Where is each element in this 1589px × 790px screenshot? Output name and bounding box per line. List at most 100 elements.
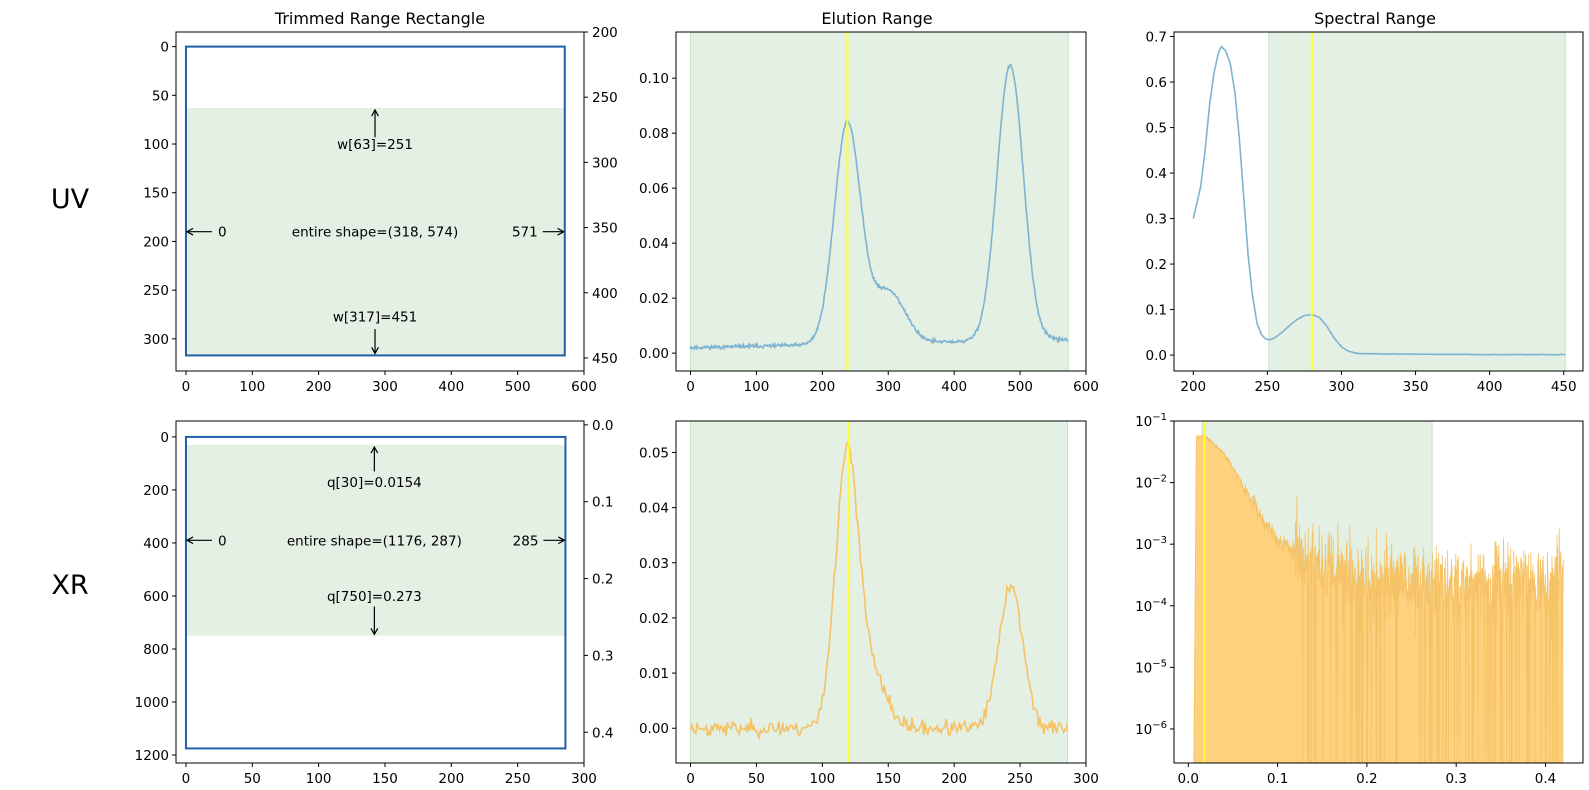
uv-elution-xtick-label: 600 xyxy=(1073,379,1099,395)
uv-spectral-ytick-label: 0.3 xyxy=(1146,212,1167,228)
xr-elution-ytick-label: 0.02 xyxy=(639,611,669,627)
xr-rect-ytick-label: 1200 xyxy=(135,748,169,764)
uv-rect-right-annotation: 571 xyxy=(512,225,538,241)
uv-rect-trimmed-region xyxy=(185,107,565,356)
xr-elution-ytick-label: 0.03 xyxy=(639,556,669,572)
uv-rect-xtick-label: 600 xyxy=(571,379,597,395)
xr-rect-bottom-annotation: q[750]=0.273 xyxy=(327,589,422,605)
uv-spectral-frame xyxy=(1173,31,1584,372)
xr-rect-ytick-label: 0 xyxy=(160,430,169,446)
uv-spectral-ytick-label: 0.4 xyxy=(1146,166,1167,182)
xr-spectral-ytick-label: 10−2 xyxy=(1135,474,1167,492)
uv-elution-ytick-label: 0.00 xyxy=(639,346,669,362)
xr-elution-range-span xyxy=(690,420,1069,764)
uv-rect-ytick-label: 100 xyxy=(143,137,169,153)
uv-rect-ytick-label: 300 xyxy=(143,332,169,348)
uv-spectral-ytick-label: 0.5 xyxy=(1146,121,1167,137)
xr-elution-ytick-label: 0.05 xyxy=(639,445,669,461)
xr-rect-ytick-label: 1000 xyxy=(135,695,169,711)
uv-rect-xtick-label: 100 xyxy=(239,379,265,395)
xr-rect-y2tick-label: 0.0 xyxy=(592,418,613,434)
xr-elution-series-line xyxy=(689,440,1069,741)
uv-spectral-xtick-label: 400 xyxy=(1477,379,1503,395)
xr-rect-ytick-label: 600 xyxy=(143,589,169,605)
uv-rect-y2tick-label: 400 xyxy=(592,286,618,302)
uv-rect-ytick-label: 200 xyxy=(143,234,169,250)
uv-spectral-xtick-label: 450 xyxy=(1551,379,1577,395)
xr-rect-y2tick-label: 0.4 xyxy=(592,725,613,741)
xr-spectral-panel: 0.0 0.1 0.2 0.3 0.4 10−6 10−5 10−4 10−3 10−2 10−1 xyxy=(1135,412,1584,787)
uv-elution-xtick-label: 400 xyxy=(941,379,967,395)
xr-elution-frame xyxy=(675,420,1087,764)
uv-rect-ytick-label: 50 xyxy=(152,88,169,104)
xr-spectral-ytick-label: 10−5 xyxy=(1135,658,1167,676)
uv-elution-xtick-label: 300 xyxy=(875,379,901,395)
uv-rect-center-annotation: entire shape=(318, 574) xyxy=(292,225,458,241)
xr-rect-left-annotation: 0 xyxy=(218,533,227,549)
xr-rect-xtick-label: 300 xyxy=(571,771,597,787)
uv-rect-y2tick-label: 450 xyxy=(592,351,618,367)
uv-spectral-xtick-label: 250 xyxy=(1254,379,1280,395)
xr-rect-xtick-label: 100 xyxy=(306,771,332,787)
xr-rect-y2tick-label: 0.2 xyxy=(592,572,613,588)
xr-elution-xtick-label: 250 xyxy=(1007,771,1033,787)
uv-elution-series-line xyxy=(689,63,1069,351)
uv-elution-ytick-label: 0.02 xyxy=(639,291,669,307)
uv-spectral-series-line xyxy=(1192,45,1566,356)
xr-spectral-series-line xyxy=(1192,433,1564,764)
xr-rect-y2tick-label: 0.3 xyxy=(592,648,613,664)
xr-spectral-xtick-label: 0.0 xyxy=(1178,771,1199,787)
xr-rect-ytick-label: 200 xyxy=(143,483,169,499)
uv-elution-xtick-label: 0 xyxy=(686,379,695,395)
uv-rect-xtick-label: 300 xyxy=(372,379,398,395)
plots: 0 100 200 300 400 500 600 0 50 100 150 200 250 300 200… xyxy=(135,25,1584,787)
uv-rect-y2tick-label: 350 xyxy=(592,221,618,237)
xr-elution-xtick-label: 0 xyxy=(686,771,695,787)
xr-rect-trimmed-region xyxy=(185,444,566,636)
uv-spectral-xtick-label: 200 xyxy=(1180,379,1206,395)
uv-elution-ytick-label: 0.06 xyxy=(639,181,669,197)
xr-spectral-xtick-label: 0.4 xyxy=(1535,771,1556,787)
uv-elution-range-span xyxy=(690,31,1069,372)
uv-elution-panel: 0 100 200 300 400 500 600 0.00 0.02 0.04 0.06 0.08 0… xyxy=(639,31,1099,395)
uv-spectral-ytick-label: 0.7 xyxy=(1146,30,1167,46)
uv-spectral-ytick-label: 0.0 xyxy=(1146,348,1167,364)
xr-elution-xtick-label: 150 xyxy=(875,771,901,787)
xr-spectral-ytick-label: 10−6 xyxy=(1135,720,1167,738)
uv-elution-ytick-label: 0.10 xyxy=(639,71,669,87)
xr-rect-y2tick-label: 0.1 xyxy=(592,495,613,511)
uv-spectral-ytick-label: 0.2 xyxy=(1146,257,1167,273)
uv-rect-y2tick-label: 200 xyxy=(592,25,618,41)
xr-spectral-ytick-label: 10−3 xyxy=(1135,535,1167,553)
uv-rect-top-arrow-head xyxy=(371,108,379,117)
uv-rect-xtick-label: 0 xyxy=(182,379,191,395)
uv-spectral-ytick-label: 0.6 xyxy=(1146,75,1167,91)
xr-elution-ytick-label: 0.01 xyxy=(639,666,669,682)
xr-rect-ytick-label: 400 xyxy=(143,536,169,552)
uv-elution-ytick-label: 0.04 xyxy=(639,236,669,252)
uv-rect-y2tick-label: 250 xyxy=(592,90,618,106)
uv-rect-y2tick-label: 300 xyxy=(592,155,618,171)
xr-rect-xtick-label: 200 xyxy=(438,771,464,787)
uv-spectral-panel: 200 250 300 350 400 450 0.0 0.1 0.2 0.3 0.4 0.5 0.6 0… xyxy=(1146,30,1584,395)
xr-rect-center-annotation: entire shape=(1176, 287) xyxy=(287,533,462,549)
xr-rect-bottom-arrow-head xyxy=(370,627,379,636)
xr-rect-panel: 0 50 100 150 200 250 300 0 200 400 600 800 1000 1200 0… xyxy=(135,418,614,787)
title-elution-range: Elution Range xyxy=(821,9,932,28)
uv-rect-bottom-arrow-head xyxy=(371,347,379,355)
xr-elution-ytick-label: 0.00 xyxy=(639,721,669,737)
row-label-uv: UV xyxy=(51,184,90,215)
title-trimmed-range: Trimmed Range Rectangle xyxy=(274,9,485,28)
uv-elution-xtick-label: 100 xyxy=(744,379,770,395)
xr-rect-frame xyxy=(175,420,585,764)
uv-elution-frame xyxy=(675,31,1087,372)
xr-rect-left-arrow-head xyxy=(185,536,194,545)
uv-spectral-xtick-label: 300 xyxy=(1329,379,1355,395)
uv-rect-xtick-label: 500 xyxy=(505,379,531,395)
xr-rect-ytick-label: 800 xyxy=(143,642,169,658)
xr-elution-panel: 0 50 100 150 200 250 300 0.00 0.01 0.02 0.03 0.04 0.… xyxy=(639,420,1099,787)
xr-rect-top-annotation: q[30]=0.0154 xyxy=(327,475,422,491)
xr-rect-xtick-label: 250 xyxy=(505,771,531,787)
xr-elution-xtick-label: 300 xyxy=(1073,771,1099,787)
